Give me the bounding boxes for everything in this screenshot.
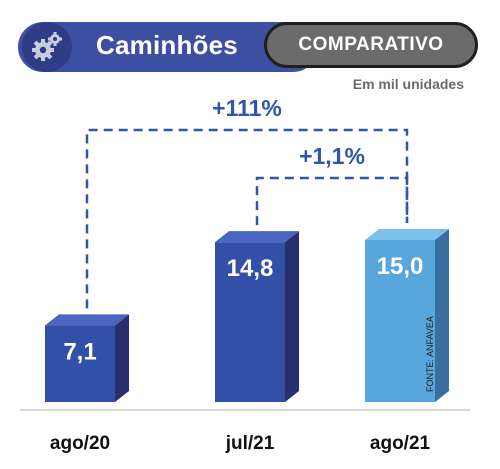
bar-side-1 <box>285 231 299 402</box>
comparison-line-1 <box>255 176 409 226</box>
comparison-label-0: +111% <box>212 95 282 121</box>
comparativo-badge <box>264 22 478 68</box>
comparativo-badge-label: COMPARATIVO <box>298 34 444 55</box>
bar-front-0 <box>45 325 115 402</box>
unit-label: Em mil unidades <box>352 76 464 92</box>
bar-front-2 <box>365 240 435 402</box>
category-label-1: jul/21 <box>225 433 275 454</box>
bar-side-2 <box>435 229 449 402</box>
source-label: FONTE: ANFAVEA <box>425 316 435 392</box>
bar-side-0 <box>115 314 129 402</box>
comparison-line-0 <box>85 128 409 309</box>
chart-title: Caminhões <box>96 30 238 60</box>
category-label-2: ago/21 <box>370 433 431 454</box>
gears-icon <box>22 22 72 72</box>
bar-top-1 <box>215 231 299 243</box>
bar-top-0 <box>45 314 129 326</box>
category-label-0: ago/20 <box>50 433 110 454</box>
bar-top-2 <box>365 229 449 240</box>
value-label-1: 14,8 <box>227 255 274 282</box>
value-label-2: 15,0 <box>377 253 424 280</box>
bar-front-1 <box>215 242 285 402</box>
value-label-0: 7,1 <box>63 338 96 365</box>
comparison-label-1: +1,1% <box>299 143 365 169</box>
header: Caminhões COMPARATIVO Em mil unidades <box>0 0 500 100</box>
